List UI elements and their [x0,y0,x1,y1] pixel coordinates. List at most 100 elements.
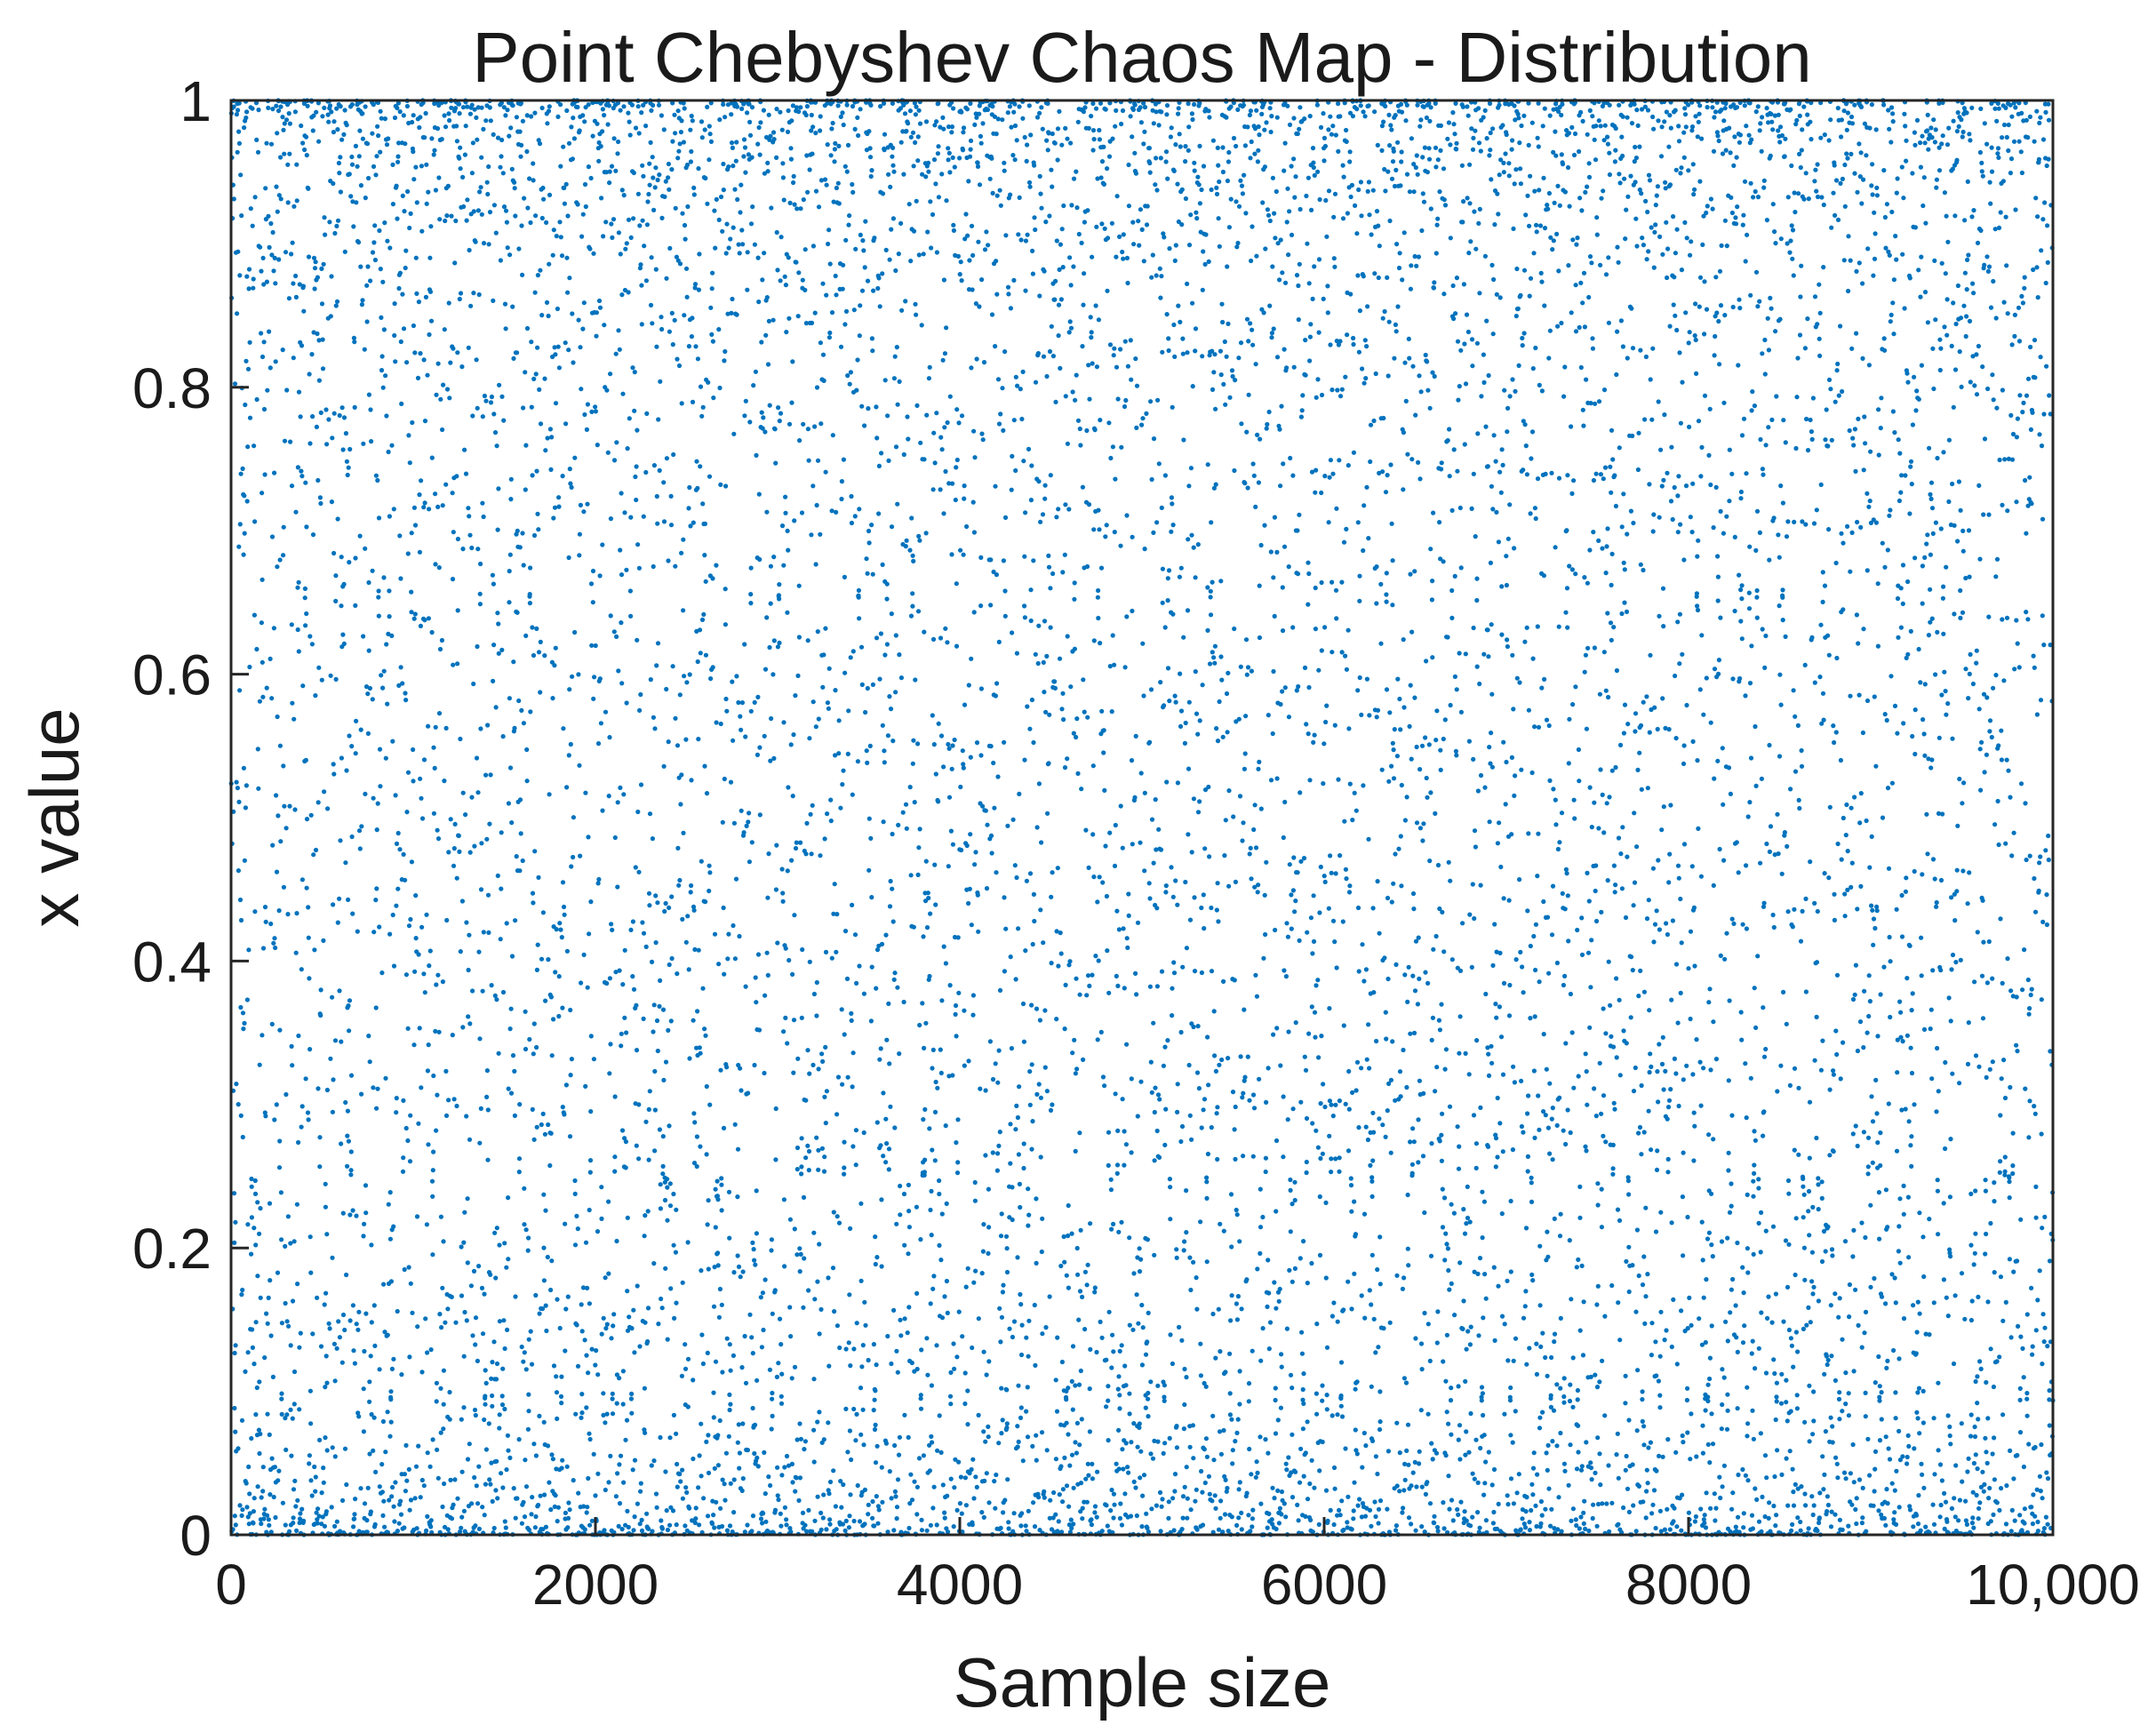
data-point [1011,418,1017,423]
data-point [741,830,747,835]
data-point [1098,641,1103,646]
data-point [754,1188,759,1194]
data-point [1129,1150,1134,1155]
data-point [582,1527,587,1532]
data-point [596,876,602,882]
data-point [687,1056,692,1061]
data-point [843,1406,849,1411]
data-point [651,463,658,468]
data-point [1126,1470,1131,1475]
data-point [781,563,787,568]
data-point [947,983,953,988]
data-point [630,365,635,371]
data-point [283,250,289,255]
data-point [862,265,867,270]
data-point [1085,973,1091,978]
data-point [1086,865,1091,871]
data-point [684,680,690,685]
data-point [870,571,875,577]
data-point [856,595,861,600]
data-point [419,228,425,234]
data-point [546,108,552,114]
data-point [947,1394,954,1399]
data-point [1003,1234,1010,1239]
data-point [580,212,586,217]
data-point [248,206,253,212]
data-point [502,301,508,307]
data-point [695,356,701,362]
data-point [507,1455,513,1460]
data-point [274,1102,279,1107]
data-point [440,427,445,433]
data-point [279,1391,284,1396]
data-point [421,357,427,363]
data-point [289,1453,294,1458]
data-point [1010,453,1015,459]
data-point [238,917,244,923]
data-point [612,835,618,841]
data-point [385,238,390,244]
data-point [930,487,936,492]
data-point [359,824,364,829]
data-point [274,184,279,189]
data-point [523,633,529,639]
data-point [400,291,405,297]
data-point [1086,502,1092,507]
data-point [928,1522,933,1528]
data-point [356,828,363,834]
data-point [965,1266,970,1271]
data-point [553,352,558,357]
data-point [759,339,764,345]
data-point [876,511,882,516]
data-point [890,831,895,837]
data-point [428,1347,434,1353]
data-point [702,763,707,769]
data-point [668,523,675,528]
data-point [627,119,632,124]
data-point [1074,734,1079,740]
data-point [1050,354,1056,359]
data-point [454,875,459,881]
data-point [327,1326,332,1331]
data-point [1044,1448,1050,1453]
data-point [914,198,919,204]
data-point [647,1089,652,1094]
data-point [1057,1492,1062,1497]
data-point [844,976,850,981]
data-point [848,370,854,375]
data-point [812,310,818,315]
data-point [260,255,266,260]
data-point [497,1412,502,1418]
data-point [658,1206,664,1211]
data-point [534,626,539,632]
data-point [363,684,370,690]
data-point [287,151,292,156]
data-point [1028,618,1034,624]
data-point [860,238,866,244]
data-point [595,1229,601,1234]
data-point [295,627,300,633]
data-point [524,148,530,155]
data-point [774,155,779,160]
data-point [393,793,398,798]
data-point [1082,220,1087,225]
data-point [765,972,771,978]
data-point [240,466,245,472]
data-point [311,852,316,858]
data-point [632,1457,638,1463]
data-point [296,1139,301,1146]
data-point [972,122,978,127]
data-point [488,772,493,778]
data-point [646,1526,651,1531]
data-point [867,155,874,160]
data-point [943,1123,948,1129]
data-point [1112,662,1117,667]
data-point [438,1430,443,1435]
data-point [749,840,755,845]
data-point [1085,1262,1090,1267]
data-point [1055,866,1060,871]
data-point [932,1109,938,1114]
data-point [915,741,921,747]
data-point [658,1182,663,1187]
data-point [638,691,643,698]
